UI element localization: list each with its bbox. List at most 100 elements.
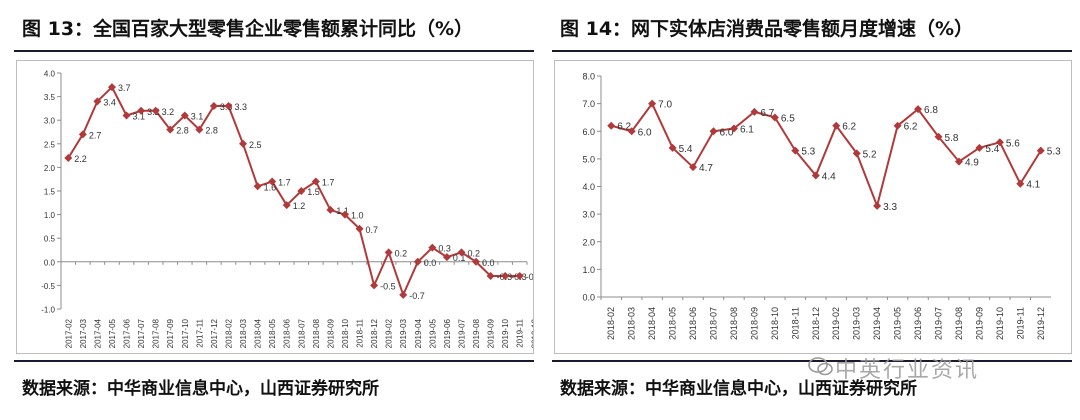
chart-frame: -1.0 -0.5 0.0 0.5 1.0 1.5 2.0 2.5 3.0 3.5 4.0 2017-…	[16, 60, 534, 354]
data-label: 5.2	[863, 149, 877, 160]
x-tick-label: 2017-02	[64, 318, 73, 348]
y-tick-label: 6.0	[582, 127, 595, 137]
divider	[552, 360, 1072, 362]
data-point	[750, 107, 759, 116]
y-tick-label: 4.0	[44, 70, 56, 79]
x-tick-label: 2019-12	[530, 318, 533, 348]
x-tick-label: 2018-12	[370, 318, 379, 348]
x-tick-label: 2018-12	[811, 307, 821, 340]
y-tick-label: 0.5	[44, 235, 56, 244]
data-point	[282, 201, 291, 210]
data-point	[442, 253, 451, 262]
data-point	[224, 102, 233, 111]
data-point	[93, 97, 102, 106]
data-point	[811, 171, 820, 180]
chart-title: 图 13：全国百家大型零售企业零售额累计同比（%）	[22, 18, 474, 40]
y-tick-label: 2.5	[44, 140, 56, 149]
x-tick-label: 2018-10	[770, 307, 780, 340]
data-point	[297, 187, 306, 195]
data-label: 0.0	[424, 258, 437, 268]
x-tick-label: 2018-08	[729, 307, 739, 340]
data-point	[791, 146, 800, 155]
data-label: 2.7	[89, 130, 102, 140]
x-tick-label: 2019-09	[487, 318, 496, 348]
data-point	[995, 138, 1004, 147]
x-tick-label: 2019-02	[385, 318, 394, 348]
y-tick-label: -1.0	[41, 306, 55, 315]
data-label: 6.0	[638, 127, 652, 138]
data-point	[340, 210, 349, 219]
data-point	[180, 111, 189, 120]
y-tick-label: 1.0	[582, 265, 595, 275]
data-point	[729, 124, 738, 133]
chart-panel-13: 图 13：全国百家大型零售企业零售额累计同比（%） -1.0 -0.5 0.0 0.5…	[14, 0, 534, 420]
x-tick-label: 2018-11	[790, 307, 800, 339]
x-tick-label: 2019-03	[852, 307, 862, 340]
data-point	[852, 149, 861, 158]
data-label: 1.0	[351, 211, 364, 221]
chart-title: 图 14：网下实体店消费品零售额月度增速（%）	[560, 18, 974, 40]
x-tick-label: 2018-05	[668, 307, 678, 340]
x-tick-label: 2018-09	[326, 318, 335, 348]
data-label: 6.2	[904, 122, 918, 133]
data-point	[770, 113, 779, 122]
data-point	[209, 102, 218, 111]
data-label: 6.1	[740, 124, 754, 135]
data-label: 2.5	[249, 140, 262, 150]
y-tick-label: 1.5	[44, 188, 56, 197]
data-label: 5.6	[1006, 138, 1020, 149]
data-point	[668, 143, 677, 152]
data-label: 4.9	[965, 158, 979, 169]
x-tick-label: 2018-07	[297, 318, 306, 348]
y-tick-label: 1.0	[44, 211, 56, 220]
y-tick-label: 2.0	[44, 164, 56, 173]
data-point	[195, 125, 204, 134]
x-tick-label: 2018-10	[341, 318, 350, 348]
divider	[552, 50, 1072, 52]
data-label: 1.7	[278, 178, 291, 188]
data-point	[166, 125, 175, 134]
x-tick-label: 2018-09	[749, 307, 759, 340]
data-label: 6.7	[760, 108, 774, 119]
data-label: 6.5	[781, 113, 795, 124]
data-point	[64, 153, 73, 162]
x-tick-label: 2019-08	[954, 307, 964, 340]
y-tick-label: 5.0	[582, 154, 595, 164]
x-tick-label: 2017-12	[210, 318, 219, 348]
data-point	[355, 224, 364, 233]
data-point	[457, 248, 466, 257]
y-tick-label: 3.5	[44, 93, 56, 102]
data-point	[607, 121, 616, 130]
x-tick-label: 2017-11	[195, 318, 204, 347]
x-tick-label: 2019-04	[872, 307, 882, 340]
data-label: 1.7	[322, 178, 335, 188]
x-tick-label: 2019-09	[974, 307, 984, 340]
x-tick-label: 2019-06	[913, 307, 923, 340]
y-tick-label: 3.0	[582, 210, 595, 220]
data-point	[239, 139, 248, 148]
x-tick-label: 2019-03	[399, 318, 408, 348]
x-tick-label: 2019-05	[893, 307, 903, 340]
data-point	[975, 143, 984, 152]
y-tick-label: -0.5	[41, 282, 55, 291]
x-tick-label: 2017-07	[137, 318, 146, 348]
data-label: 3.1	[133, 111, 146, 121]
data-label: 6.2	[842, 122, 856, 133]
data-label: 0.1	[453, 253, 466, 263]
data-label: -0.3	[526, 272, 533, 282]
data-label: 3.7	[118, 83, 131, 93]
data-label: 3.4	[103, 97, 116, 107]
line-chart-14: 0.0 1.0 2.0 3.0 4.0 5.0 6.0 7.0 8.0 2018-02 2018-0…	[582, 72, 1061, 341]
data-point	[515, 271, 524, 280]
data-point	[709, 127, 718, 136]
data-label: -0.7	[409, 291, 425, 301]
data-point	[627, 127, 636, 136]
divider	[14, 50, 534, 52]
data-point	[326, 205, 335, 214]
x-tick-label: 2018-07	[709, 307, 719, 340]
data-point	[311, 177, 320, 186]
x-tick-label: 2018-02	[224, 318, 233, 348]
x-tick-label: 2018-04	[254, 318, 263, 348]
x-tick-label: 2018-03	[627, 307, 637, 340]
x-tick-label: 2019-12	[1036, 307, 1046, 340]
